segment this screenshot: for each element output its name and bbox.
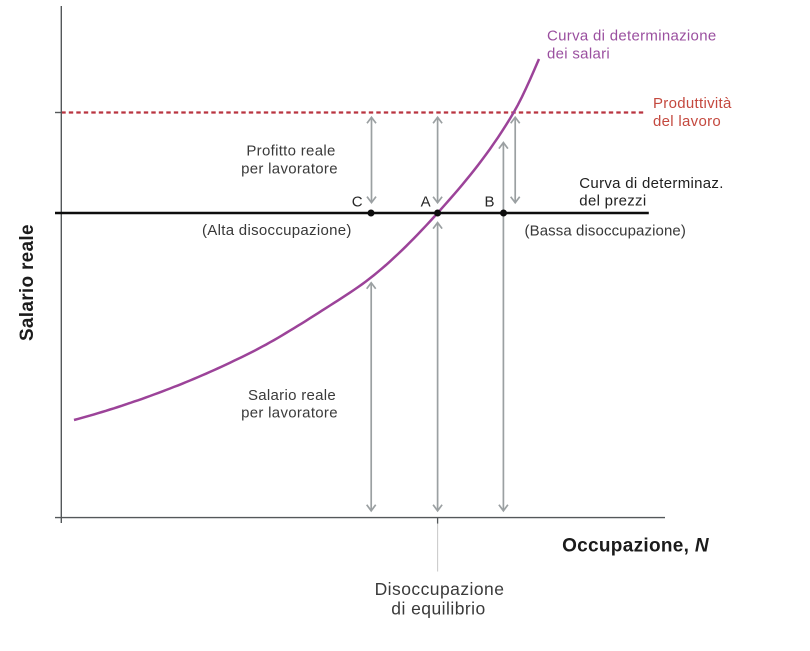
svg-text:B: B — [484, 194, 494, 211]
svg-text:(Bassa disoccupazione): (Bassa disoccupazione) — [525, 222, 686, 239]
svg-text:Disoccupazione: Disoccupazione — [375, 579, 505, 599]
svg-text:C: C — [352, 194, 363, 211]
svg-text:Curva di determinazione: Curva di determinazione — [547, 28, 716, 45]
svg-text:Curva di determinaz.: Curva di determinaz. — [579, 175, 723, 192]
svg-text:dei salari: dei salari — [547, 46, 610, 63]
svg-text:Occupazione, N: Occupazione, N — [562, 535, 710, 556]
svg-text:Salario reale: Salario reale — [17, 224, 38, 341]
svg-text:per lavoratore: per lavoratore — [241, 405, 338, 422]
svg-text:Profitto reale: Profitto reale — [246, 143, 335, 160]
svg-text:di equilibrio: di equilibrio — [391, 598, 485, 618]
svg-text:(Alta disoccupazione): (Alta disoccupazione) — [202, 222, 352, 239]
svg-text:per lavoratore: per lavoratore — [241, 160, 338, 177]
svg-text:A: A — [421, 194, 431, 211]
svg-text:Salario reale: Salario reale — [248, 387, 336, 404]
svg-text:del prezzi: del prezzi — [579, 193, 646, 210]
svg-text:Produttività: Produttività — [653, 95, 732, 112]
svg-text:del lavoro: del lavoro — [653, 113, 721, 130]
